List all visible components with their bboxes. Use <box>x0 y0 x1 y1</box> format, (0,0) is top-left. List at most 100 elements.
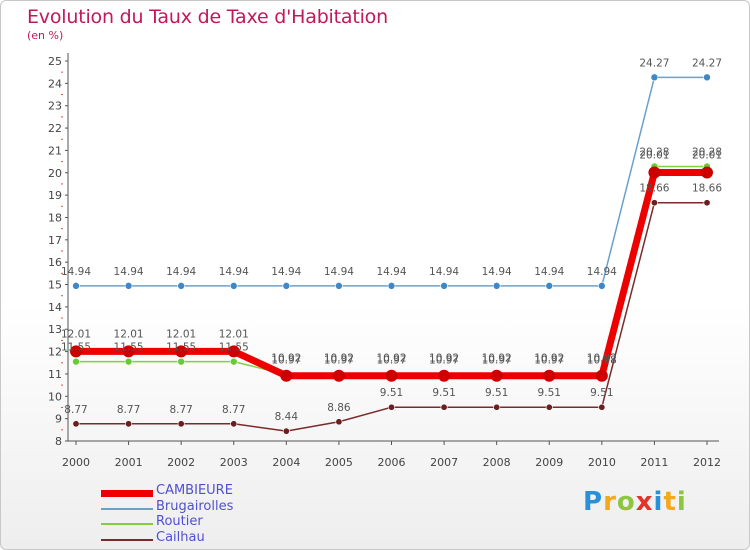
y-tick-label-8: 8 <box>55 435 62 448</box>
point-cambieure-2004 <box>280 369 293 382</box>
x-tick-label-2003: 2003 <box>220 456 248 469</box>
point-cambieure-2008 <box>490 369 503 382</box>
data-label-routier-2012: 20.28 <box>692 147 722 159</box>
data-label-brugairolles-2003: 14.94 <box>219 266 249 278</box>
legend-label-routier: Routier <box>156 514 203 529</box>
legend-swatch-cailhau <box>101 538 153 541</box>
point-cambieure-2007 <box>438 369 451 382</box>
point-cambieure-2003 <box>227 345 240 358</box>
y-tick-label-24: 24 <box>48 77 62 90</box>
data-label-cailhau-2010: 9.51 <box>590 387 613 399</box>
x-tick-label-2008: 2008 <box>483 456 511 469</box>
series-line-brugairolles <box>76 76 707 287</box>
y-tick-label-17: 17 <box>48 234 62 247</box>
x-tick-label-2001: 2001 <box>115 456 143 469</box>
data-label-cailhau-2009: 9.51 <box>538 387 561 399</box>
point-brugairolles-2004 <box>282 282 291 290</box>
data-label-cambieure-2008: 10.92 <box>482 353 512 365</box>
legend-swatch-cambieure <box>101 489 153 497</box>
point-cailhau-2004 <box>282 427 290 435</box>
data-label-cailhau-2012: 18.66 <box>692 183 722 195</box>
point-cambieure-2012 <box>701 166 713 179</box>
data-label-cambieure-2001: 12.01 <box>114 328 144 340</box>
point-cailhau-2011 <box>650 199 658 207</box>
data-label-routier-2009: 10.97 <box>534 355 564 367</box>
data-label-brugairolles-2006: 14.94 <box>376 266 406 278</box>
data-label-cambieure-2007: 10.92 <box>429 353 459 365</box>
y-tick-label-10: 10 <box>48 390 62 403</box>
brand-letter: i <box>676 487 687 517</box>
legend-label-brugairolles: Brugairolles <box>156 498 234 514</box>
point-routier-2001 <box>124 357 133 366</box>
point-brugairolles-2005 <box>335 282 343 290</box>
data-label-routier-2005: 10.97 <box>324 355 354 367</box>
x-tick-label-2012: 2012 <box>693 456 721 469</box>
point-cambieure-2009 <box>543 369 556 382</box>
data-label-routier-2011: 20.28 <box>639 147 669 159</box>
point-brugairolles-2007 <box>440 282 448 290</box>
data-label-cailhau-2002: 8.77 <box>169 404 192 416</box>
legend-swatch-routier <box>101 523 153 525</box>
data-label-brugairolles-2001: 14.94 <box>114 266 144 278</box>
point-brugairolles-2011 <box>650 73 659 82</box>
data-label-routier-2000: 11.55 <box>61 342 91 354</box>
y-tick-label-9: 9 <box>55 413 62 426</box>
y-tick-label-16: 16 <box>48 256 62 269</box>
x-tick-label-2000: 2000 <box>62 456 90 469</box>
data-label-cailhau-2001: 8.77 <box>117 404 140 416</box>
x-tick-label-2004: 2004 <box>272 456 300 469</box>
data-label-routier-2004: 10.97 <box>271 355 301 367</box>
legend-swatch-brugairolles <box>101 507 153 510</box>
data-label-routier-2003: 11.55 <box>219 342 249 354</box>
point-cailhau-2010 <box>598 403 606 411</box>
data-label-cailhau-2007: 9.51 <box>432 387 455 399</box>
data-label-cailhau-2000: 8.77 <box>64 404 87 416</box>
data-label-brugairolles-2000: 14.94 <box>61 266 91 278</box>
point-cambieure-2005 <box>332 369 345 382</box>
data-label-brugairolles-2008: 14.94 <box>482 266 512 278</box>
x-tick-label-2010: 2010 <box>588 456 616 469</box>
y-tick-label-14: 14 <box>48 301 62 314</box>
y-tick-label-12: 12 <box>48 346 62 359</box>
data-label-cambieure-2006: 10.92 <box>376 353 406 365</box>
data-label-routier-2010: 10.98 <box>587 354 617 366</box>
point-brugairolles-2008 <box>492 282 501 290</box>
x-tick-label-2009: 2009 <box>535 456 563 469</box>
data-label-cailhau-2005: 8.86 <box>327 402 351 414</box>
point-brugairolles-2010 <box>598 282 606 290</box>
x-tick-label-2005: 2005 <box>325 456 353 469</box>
point-cambieure-2001 <box>122 345 135 358</box>
point-cailhau-2002 <box>177 420 185 428</box>
data-label-cailhau-2011: 18.66 <box>639 183 669 195</box>
data-label-cailhau-2003: 8.77 <box>222 404 245 416</box>
y-tick-label-21: 21 <box>48 144 62 157</box>
point-routier-2002 <box>177 357 185 366</box>
data-label-cambieure-2000: 12.01 <box>61 328 91 340</box>
data-label-routier-2002: 11.55 <box>166 342 196 354</box>
point-brugairolles-2002 <box>177 282 185 290</box>
data-label-brugairolles-2005: 14.94 <box>324 266 354 278</box>
point-cailhau-2008 <box>493 403 501 411</box>
data-label-brugairolles-2009: 14.94 <box>534 266 564 278</box>
x-tick-label-2011: 2011 <box>640 456 668 469</box>
point-cambieure-2011 <box>648 166 661 179</box>
y-tick-label-25: 25 <box>48 55 62 68</box>
point-cailhau-2005 <box>335 418 343 426</box>
point-brugairolles-2006 <box>387 282 396 290</box>
legend-label-cailhau: Cailhau <box>156 529 205 545</box>
point-routier-2000 <box>72 357 80 366</box>
brand-letter: t <box>663 487 677 517</box>
data-label-cailhau-2008: 9.51 <box>485 387 508 399</box>
brand-letter: o <box>616 487 636 517</box>
data-label-brugairolles-2011: 24.27 <box>639 57 669 69</box>
y-tick-label-20: 20 <box>48 167 62 180</box>
point-cailhau-2001 <box>125 420 133 428</box>
data-label-cambieure-2005: 10.92 <box>324 353 354 365</box>
point-cailhau-2006 <box>387 403 395 411</box>
point-routier-2003 <box>229 357 238 366</box>
y-tick-label-22: 22 <box>48 122 62 135</box>
point-cailhau-2000 <box>72 420 80 428</box>
chart-title: Evolution du Taux de Taxe d'Habitation <box>27 6 388 28</box>
point-cambieure-2010 <box>595 369 608 382</box>
